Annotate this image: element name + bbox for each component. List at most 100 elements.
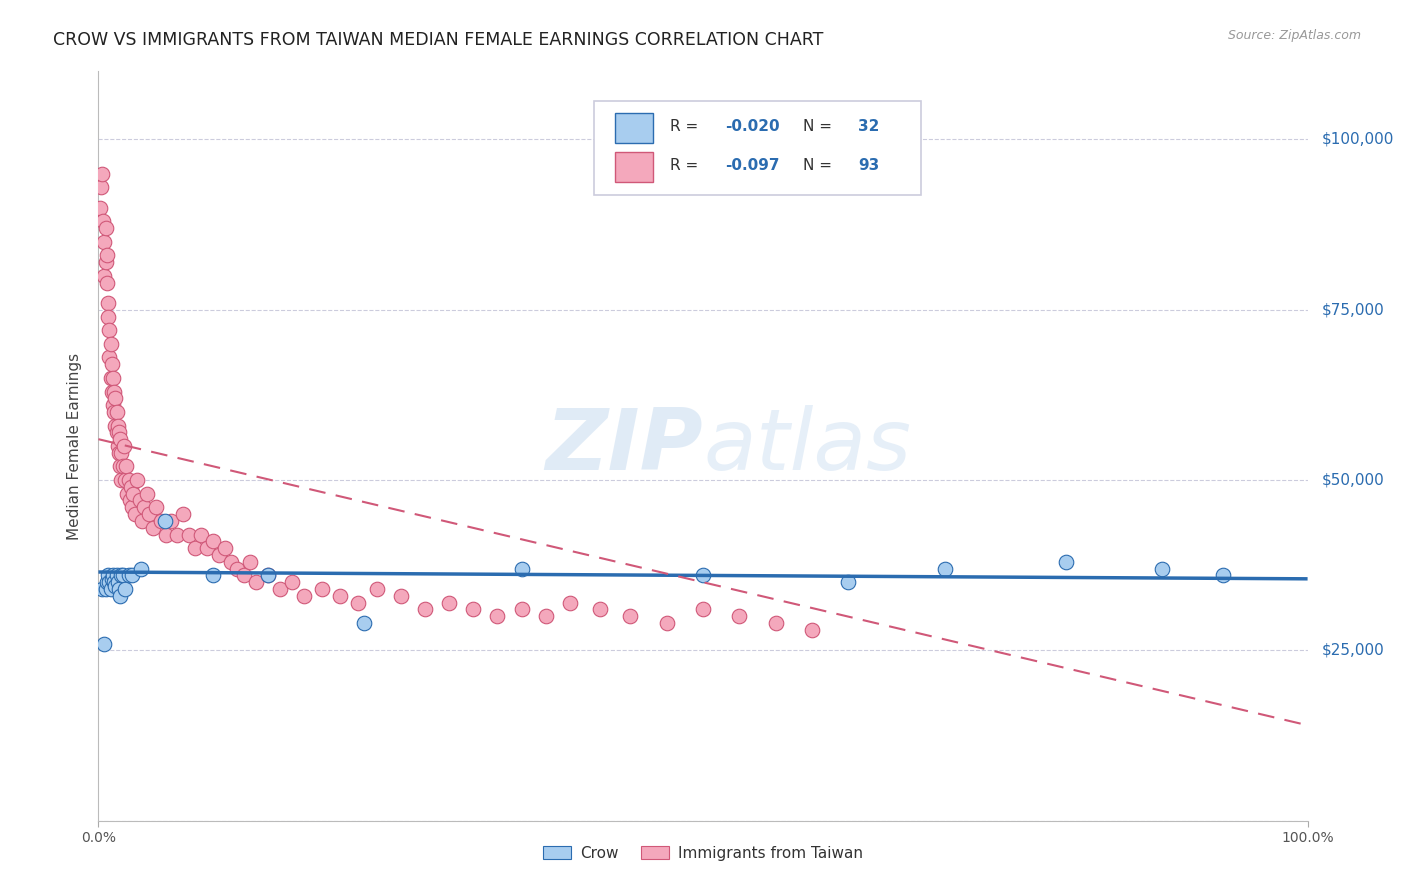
Point [97,296,120,310]
Point [122,486,145,500]
Point [96,276,118,290]
Point [437,596,460,610]
Point [245,575,267,590]
Point [534,609,557,624]
Point [155,527,177,541]
Legend: Crow, Immigrants from Taiwan: Crow, Immigrants from Taiwan [537,839,869,867]
Point [100,371,122,385]
Point [292,589,315,603]
Point [202,568,225,582]
Point [202,534,225,549]
Point [103,405,125,419]
Text: N =: N = [803,158,837,172]
Text: $25,000: $25,000 [1322,643,1385,657]
Point [692,568,714,582]
Point [104,579,127,593]
Point [619,609,641,624]
Point [98,575,121,590]
Point [121,500,143,515]
Point [110,446,132,460]
Point [105,405,128,419]
Point [347,596,370,610]
Point [105,568,128,582]
Text: 32: 32 [858,119,879,134]
Text: $75,000: $75,000 [1322,302,1385,318]
Point [104,392,127,406]
Point [110,473,132,487]
Point [256,568,278,582]
Point [124,507,146,521]
Point [153,514,176,528]
Point [107,418,129,433]
Point [150,514,173,528]
Point [104,418,127,433]
Text: CROW VS IMMIGRANTS FROM TAIWAN MEDIAN FEMALE EARNINGS CORRELATION CHART: CROW VS IMMIGRANTS FROM TAIWAN MEDIAN FE… [53,31,824,49]
Point [221,555,243,569]
Point [108,589,131,603]
Point [934,561,956,575]
Point [98,351,121,365]
Point [510,602,533,616]
Point [692,602,714,616]
Text: -0.097: -0.097 [724,158,779,172]
Point [105,425,128,440]
Text: 93: 93 [858,158,879,172]
Point [127,473,149,487]
FancyBboxPatch shape [614,112,654,143]
Point [97,310,120,324]
Point [208,548,231,562]
Point [103,575,125,590]
Point [172,507,194,521]
Point [486,609,509,624]
Text: R =: R = [671,158,703,172]
Point [128,493,150,508]
Text: ZIP: ZIP [546,404,703,488]
Point [94,255,117,269]
Point [837,575,859,590]
Point [103,384,125,399]
Point [91,582,114,596]
Point [728,609,751,624]
Point [463,602,485,616]
Point [100,384,122,399]
Point [190,527,212,541]
Point [97,568,120,582]
Point [311,582,333,596]
Point [232,568,254,582]
Point [93,235,115,249]
Point [108,425,131,440]
Point [93,636,115,650]
Point [100,572,122,586]
Point [101,568,124,582]
Point [108,432,131,446]
Point [91,167,114,181]
Point [269,582,291,596]
Point [558,596,581,610]
Point [100,582,122,596]
Text: N =: N = [803,119,837,134]
Point [107,439,129,453]
Point [120,480,142,494]
Point [108,446,131,460]
Point [1152,561,1174,575]
Y-axis label: Median Female Earnings: Median Female Earnings [67,352,83,540]
Point [93,268,115,283]
Point [589,602,612,616]
Point [112,439,135,453]
Text: atlas: atlas [703,404,911,488]
Text: R =: R = [671,119,703,134]
Point [131,514,153,528]
Point [118,568,141,582]
Point [413,602,436,616]
Point [366,582,388,596]
Point [101,371,124,385]
Point [110,568,132,582]
Text: $50,000: $50,000 [1322,473,1385,488]
Point [135,486,157,500]
Point [239,555,262,569]
Point [108,582,131,596]
Point [89,201,111,215]
Point [1054,555,1077,569]
Point [100,336,122,351]
Point [389,589,412,603]
